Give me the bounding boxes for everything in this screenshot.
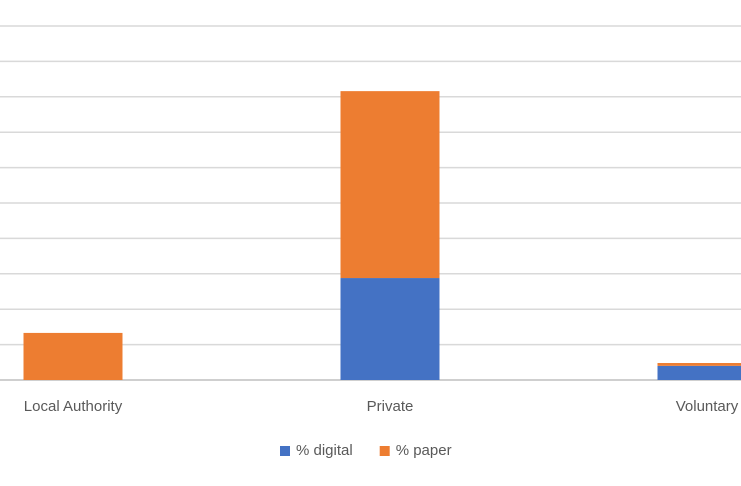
bar-segment [340, 278, 440, 380]
bar-segment [657, 365, 741, 380]
bar-segment [657, 363, 741, 366]
legend-label: % paper [396, 442, 452, 459]
legend-label: % digital [296, 442, 353, 459]
legend-swatch [379, 446, 390, 456]
legend-swatch [280, 446, 290, 456]
x-tick-label: Private [367, 398, 414, 415]
bar-segment [23, 332, 123, 380]
x-tick-label: Voluntary [676, 398, 739, 415]
bar-segment [340, 91, 440, 279]
x-tick-label: Local Authority [24, 398, 123, 415]
